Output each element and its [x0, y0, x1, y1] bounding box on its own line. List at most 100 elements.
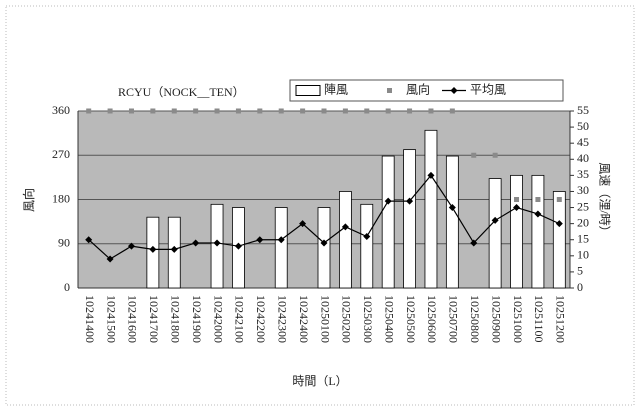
line-marker — [299, 220, 307, 228]
legend-label: 平均風 — [470, 82, 506, 96]
x-tick-label: 10241500 — [104, 295, 118, 343]
line-marker — [341, 223, 349, 231]
x-tick-label: 10250500 — [404, 295, 418, 343]
bar — [531, 174, 545, 289]
direction-marker — [300, 108, 306, 114]
bar — [403, 149, 416, 289]
direction-marker — [214, 108, 220, 114]
y-tick-label: 180 — [52, 191, 70, 205]
line-marker — [127, 242, 135, 250]
y2-tick-label: 10 — [577, 248, 589, 262]
line-marker — [170, 245, 178, 253]
direction-marker — [514, 197, 520, 202]
line-marker — [448, 204, 456, 212]
x-tick-label: 10241900 — [190, 295, 204, 343]
y-tick-label: 0 — [64, 280, 70, 294]
line-marker — [555, 220, 563, 228]
x-tick-label: 10250200 — [340, 295, 354, 343]
direction-marker — [235, 108, 241, 114]
line-marker — [534, 210, 542, 218]
line-marker — [363, 233, 371, 241]
line-marker — [149, 245, 157, 253]
x-tick-label: 10242000 — [211, 295, 225, 343]
line-marker — [470, 239, 478, 247]
line-marker — [234, 242, 242, 250]
line-marker — [85, 236, 93, 244]
direction-marker — [342, 108, 348, 114]
legend-label: 風向 — [406, 81, 430, 96]
line-marker — [277, 236, 285, 244]
y-tick-label: 90 — [58, 236, 70, 250]
direction-marker — [150, 108, 156, 114]
line-marker — [192, 239, 200, 247]
legend-swatch — [295, 85, 321, 96]
x-tick-label: 10241600 — [126, 295, 140, 343]
legend-label: 陣風 — [324, 82, 348, 96]
direction-marker — [492, 152, 498, 158]
bar — [552, 191, 566, 289]
direction-marker — [278, 108, 284, 114]
y2-tick-label: 40 — [577, 151, 589, 165]
y2-tick-label: 0 — [577, 280, 583, 294]
x-tick-label: 10242200 — [254, 295, 268, 343]
legend — [289, 79, 564, 102]
bar — [274, 207, 288, 289]
line-marker — [513, 204, 521, 212]
y-tick-label: 270 — [52, 147, 70, 161]
y2-tick-label: 30 — [577, 183, 589, 197]
direction-marker — [449, 108, 455, 114]
line-marker — [427, 171, 435, 179]
x-tick-label: 10250800 — [468, 295, 482, 343]
y2-tick-label: 5 — [577, 264, 583, 278]
direction-marker — [364, 108, 370, 114]
direction-marker — [556, 197, 562, 202]
y2-tick-label: 50 — [577, 119, 589, 133]
direction-marker — [407, 108, 413, 114]
direction-marker — [128, 108, 134, 114]
y2-tick-label: 55 — [577, 103, 589, 117]
bar — [445, 155, 459, 289]
direction-marker — [193, 108, 199, 114]
y2-tick-label: 25 — [577, 199, 589, 213]
direction-marker — [471, 152, 477, 158]
x-tick-label: 10250100 — [318, 295, 332, 343]
line-marker — [320, 239, 328, 247]
bar — [317, 207, 331, 289]
x-tick-label: 10242100 — [233, 295, 247, 343]
line-marker — [256, 236, 264, 244]
x-tick-label: 10242300 — [275, 295, 289, 343]
x-tick-label: 10241400 — [83, 295, 97, 343]
direction-marker — [171, 108, 177, 114]
y-tick-label: 360 — [52, 103, 70, 117]
direction-marker — [428, 108, 434, 114]
x-tick-label: 10241800 — [169, 295, 183, 343]
direction-marker — [385, 108, 391, 114]
y-axis-label: 風向 — [21, 188, 36, 212]
legend-swatch — [387, 88, 392, 93]
bar — [424, 129, 438, 289]
chart-title: RCYU（NOCK__TEN） — [118, 85, 245, 99]
bar — [488, 178, 502, 289]
bar — [339, 191, 352, 289]
line-marker — [491, 216, 499, 224]
y2-tick-label: 20 — [577, 215, 589, 229]
y2-tick-label: 35 — [577, 167, 589, 181]
x-tick-label: 10250400 — [382, 295, 396, 343]
x-tick-label: 10241700 — [147, 295, 161, 343]
bar — [360, 203, 374, 289]
line-marker — [384, 197, 392, 205]
x-tick-label: 10250600 — [425, 295, 439, 343]
x-axis-label: 時間（L） — [292, 374, 347, 388]
direction-marker — [257, 108, 263, 114]
bar — [381, 155, 395, 289]
direction-marker — [321, 108, 327, 114]
y2-tick-label: 45 — [577, 135, 589, 149]
line-marker — [106, 255, 114, 263]
x-tick-label: 10251100 — [532, 295, 546, 343]
y2-axis-label: 風速（浬/時） — [597, 162, 611, 237]
direction-marker — [107, 108, 113, 114]
bar — [510, 174, 523, 289]
x-tick-label: 10250300 — [361, 295, 375, 343]
x-tick-label: 10250900 — [489, 295, 503, 343]
